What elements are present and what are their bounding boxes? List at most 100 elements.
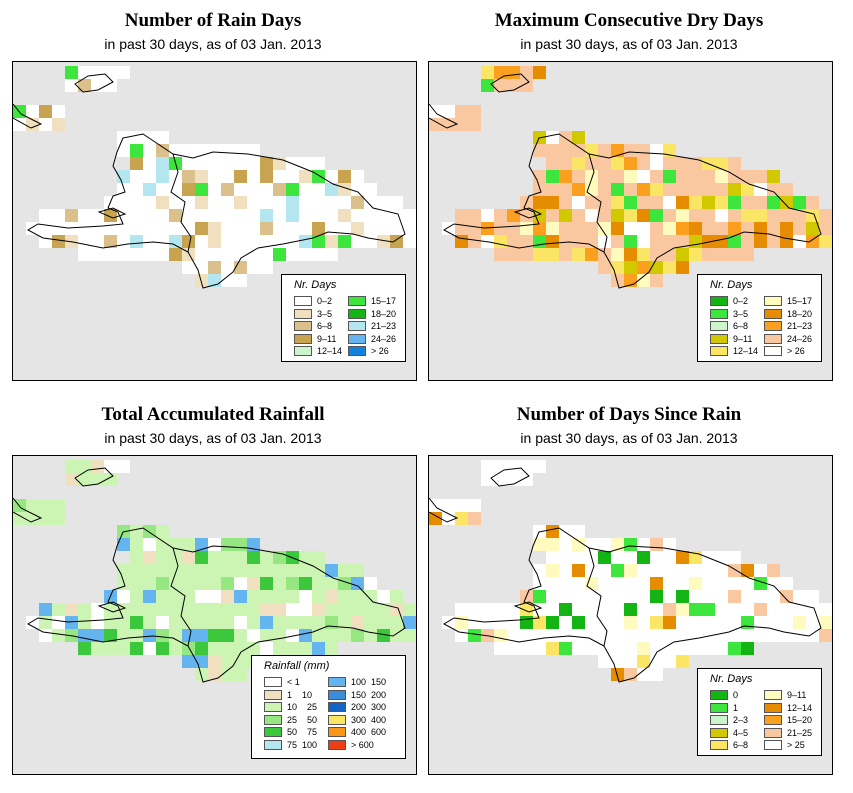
grid-cell — [364, 209, 377, 222]
map-area — [428, 61, 833, 381]
grid-cell — [221, 668, 234, 681]
grid-cell — [793, 629, 806, 642]
grid-cell — [650, 629, 663, 642]
grid-cell — [702, 603, 715, 616]
grid-cell — [221, 274, 234, 287]
grid-cell — [663, 538, 676, 551]
grid-cell — [481, 616, 494, 629]
grid-cell — [325, 564, 338, 577]
grid-cell — [598, 157, 611, 170]
legend-swatch — [764, 727, 782, 738]
grid-cell — [806, 629, 819, 642]
grid-cell — [117, 183, 130, 196]
grid-cell — [273, 616, 286, 629]
grid-cell — [52, 499, 65, 512]
grid-cell — [611, 235, 624, 248]
grid-cell — [117, 642, 130, 655]
grid-cell — [52, 629, 65, 642]
grid-cell — [819, 616, 832, 629]
grid-cell — [637, 235, 650, 248]
legend-swatch — [348, 308, 366, 319]
legend-title: Nr. Days — [710, 673, 753, 685]
grid-cell — [611, 642, 624, 655]
grid-cell — [208, 655, 221, 668]
grid-cell — [637, 603, 650, 616]
country-border — [586, 153, 608, 253]
grid-cell — [78, 79, 91, 92]
panel-title: Maximum Consecutive Dry Days — [494, 10, 764, 31]
grid-cell — [351, 196, 364, 209]
grid-cell — [650, 196, 663, 209]
grid-cell — [767, 183, 780, 196]
grid-cell — [221, 196, 234, 209]
grid-cell — [195, 564, 208, 577]
grid-cell — [338, 235, 351, 248]
panel-total-rainfall: Total Accumulated Rainfall in past 30 da… — [0, 394, 426, 790]
grid-cell — [117, 460, 130, 473]
grid-cell — [767, 209, 780, 222]
grid-cell — [676, 196, 689, 209]
grid-cell — [117, 222, 130, 235]
grid-cell — [793, 590, 806, 603]
grid-cell — [325, 577, 338, 590]
island-outline — [13, 467, 114, 523]
legend-label: > 600 — [351, 739, 374, 750]
grid-cell — [637, 551, 650, 564]
legend-label: 24–26 — [787, 333, 813, 344]
grid-cell — [702, 629, 715, 642]
legend-swatch — [710, 702, 728, 713]
grid-cell — [247, 235, 260, 248]
panel-days-since-rain: Number of Days Since Rain in past 30 day… — [416, 394, 842, 790]
grid-cell — [702, 209, 715, 222]
grid-cell — [143, 157, 156, 170]
grid-cell — [624, 196, 637, 209]
grid-cell — [130, 538, 143, 551]
legend-item: 15–17 — [348, 295, 396, 307]
legend-item: 300 400 — [328, 714, 386, 726]
grid-cell — [234, 209, 247, 222]
grid-cell — [156, 170, 169, 183]
grid-cell — [572, 525, 585, 538]
grid-cell — [585, 235, 598, 248]
legend-label: < 1 — [287, 677, 300, 687]
island-outline — [97, 601, 127, 613]
grid-cell — [208, 235, 221, 248]
grid-cell — [169, 616, 182, 629]
grid-cell — [559, 222, 572, 235]
grid-cell — [663, 183, 676, 196]
grid-cell — [585, 603, 598, 616]
grid-cell — [611, 196, 624, 209]
grid-cell — [520, 66, 533, 79]
grid-cell — [286, 248, 299, 261]
grid-cell — [91, 460, 104, 473]
legend-item: 9–11 — [710, 333, 752, 345]
grid-cell — [338, 629, 351, 642]
grid-cell — [260, 235, 273, 248]
grid-cell — [546, 170, 559, 183]
grid-cell — [156, 222, 169, 235]
grid-cell — [455, 105, 468, 118]
grid-cell — [728, 235, 741, 248]
legend-label: 18–20 — [371, 308, 397, 319]
grid-cell — [598, 235, 611, 248]
grid-cell — [624, 170, 637, 183]
grid-cell — [13, 118, 26, 131]
grid-cell — [624, 144, 637, 157]
grid-cell — [741, 196, 754, 209]
grid-cell — [52, 118, 65, 131]
grid-cell — [169, 590, 182, 603]
grid-cell — [546, 603, 559, 616]
grid-cell — [663, 209, 676, 222]
grid-cell — [572, 629, 585, 642]
grid-cell — [468, 118, 481, 131]
grid-cell — [208, 209, 221, 222]
grid-cell — [377, 629, 390, 642]
grid-cell — [312, 590, 325, 603]
grid-cell — [117, 564, 130, 577]
grid-cell — [780, 183, 793, 196]
island-outline — [13, 73, 114, 129]
grid-cell — [182, 183, 195, 196]
grid-cell — [143, 131, 156, 144]
grid-cell — [572, 222, 585, 235]
grid-cell — [338, 616, 351, 629]
